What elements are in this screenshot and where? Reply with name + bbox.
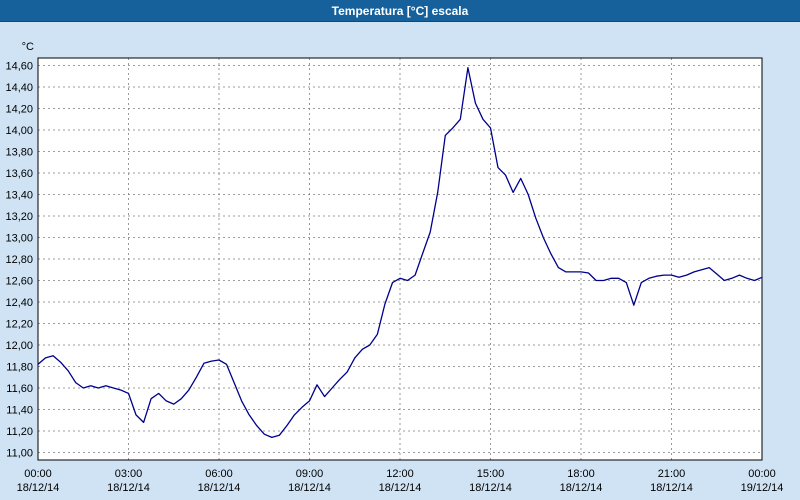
y-tick-label: 11,60: [6, 383, 33, 395]
title-bar: Temperatura [°C] escala: [0, 0, 800, 22]
x-tick-time-label: 21:00: [658, 468, 686, 480]
y-tick-label: 13,00: [5, 233, 33, 245]
y-tick-label: 12,40: [5, 297, 33, 309]
plot-border: [37, 57, 763, 461]
x-tick-time-label: 00:00: [24, 468, 52, 480]
y-tick-label: 11,00: [6, 447, 33, 459]
chart-title: Temperatura [°C] escala: [331, 3, 469, 18]
y-axis-unit-label: °C: [22, 41, 34, 53]
x-tick-date-label: 18/12/14: [560, 482, 603, 494]
x-tick-time-label: 09:00: [296, 468, 324, 480]
x-tick-date-label: 18/12/14: [650, 482, 693, 494]
y-tick-label: 11,40: [6, 404, 33, 416]
x-tick-time-label: 03:00: [115, 468, 143, 480]
x-tick-date-label: 18/12/14: [288, 482, 331, 494]
temperature-chart: 14,60 14,40 14,20 14,00 13,80 13,60 13,40 13,20…: [5, 41, 784, 494]
x-tick-time-label: 15:00: [477, 468, 505, 480]
x-tick-time-label: 00:00: [748, 468, 776, 480]
y-tick-label: 11,20: [6, 426, 33, 438]
x-tick-time-label: 06:00: [205, 468, 233, 480]
y-tick-label: 13,20: [5, 211, 33, 223]
y-tick-label: 14,40: [5, 82, 33, 94]
y-tick-label: 12,80: [5, 254, 33, 266]
y-tick-label: 12,20: [5, 318, 33, 330]
x-tick-date-label: 18/12/14: [107, 482, 150, 494]
y-tick-label: 13,80: [5, 147, 33, 159]
x-tick-date-label: 18/12/14: [198, 482, 241, 494]
x-tick-date-label: 18/12/14: [17, 482, 60, 494]
y-tick-label: 13,60: [5, 168, 33, 180]
temperature-series-line: [37, 67, 763, 439]
y-tick-label: 14,20: [5, 104, 33, 116]
y-tick-label: 14,60: [5, 61, 33, 73]
y-tick-label: 12,00: [5, 340, 33, 352]
x-tick-date-label: 18/12/14: [379, 482, 422, 494]
x-tick-date-label: 18/12/14: [469, 482, 512, 494]
x-tick-time-label: 18:00: [567, 468, 595, 480]
chart-area: 14,60 14,40 14,20 14,00 13,80 13,60 13,40 13,20…: [0, 22, 800, 500]
x-tick-time-label: 12:00: [386, 468, 414, 480]
x-tick-date-label: 19/12/14: [741, 482, 784, 494]
y-tick-label: 13,40: [5, 190, 33, 202]
y-tick-label: 12,60: [5, 275, 33, 287]
y-tick-label: 11,80: [6, 361, 33, 373]
y-tick-label: 14,00: [5, 125, 33, 137]
